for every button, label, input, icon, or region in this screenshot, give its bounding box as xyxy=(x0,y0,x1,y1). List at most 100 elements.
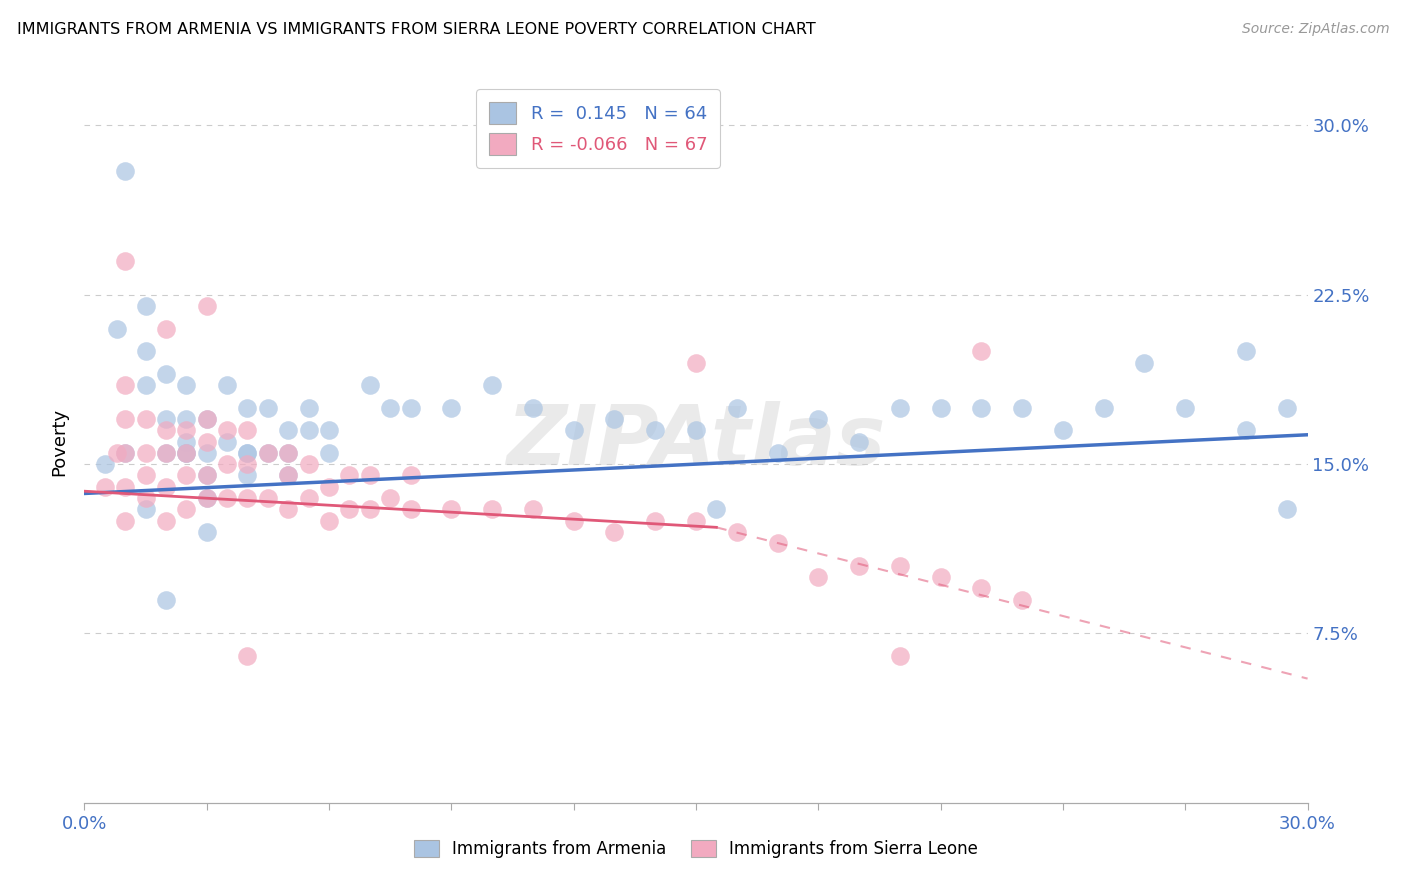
Point xyxy=(298,457,321,471)
Point xyxy=(195,468,218,483)
Point xyxy=(1236,423,1258,437)
Point xyxy=(685,423,707,437)
Point xyxy=(174,468,197,483)
Point xyxy=(562,514,585,528)
Point xyxy=(359,378,381,392)
Point xyxy=(114,378,136,392)
Point xyxy=(929,570,952,584)
Point xyxy=(706,502,728,516)
Point xyxy=(1052,423,1074,437)
Point xyxy=(440,502,463,516)
Point xyxy=(380,491,402,505)
Point xyxy=(929,401,952,415)
Point xyxy=(195,468,218,483)
Point xyxy=(440,401,463,415)
Legend: Immigrants from Armenia, Immigrants from Sierra Leone: Immigrants from Armenia, Immigrants from… xyxy=(405,832,987,867)
Point xyxy=(339,502,361,516)
Point xyxy=(236,468,259,483)
Point xyxy=(685,514,707,528)
Point xyxy=(725,401,748,415)
Point xyxy=(217,423,239,437)
Point xyxy=(1011,592,1033,607)
Point xyxy=(114,253,136,268)
Point xyxy=(135,502,157,516)
Point xyxy=(114,412,136,426)
Point xyxy=(298,491,321,505)
Point xyxy=(399,468,422,483)
Point xyxy=(174,446,197,460)
Point xyxy=(970,582,993,596)
Point xyxy=(644,514,666,528)
Text: ZIPAtlas: ZIPAtlas xyxy=(506,401,886,482)
Point xyxy=(195,412,218,426)
Point xyxy=(481,378,503,392)
Point xyxy=(114,514,136,528)
Point xyxy=(889,401,911,415)
Point xyxy=(135,468,157,483)
Point xyxy=(970,401,993,415)
Point xyxy=(174,412,197,426)
Point xyxy=(1133,355,1156,369)
Point xyxy=(155,592,177,607)
Text: IMMIGRANTS FROM ARMENIA VS IMMIGRANTS FROM SIERRA LEONE POVERTY CORRELATION CHAR: IMMIGRANTS FROM ARMENIA VS IMMIGRANTS FR… xyxy=(17,22,815,37)
Point xyxy=(195,524,218,539)
Point xyxy=(114,480,136,494)
Point xyxy=(970,344,993,359)
Point xyxy=(135,446,157,460)
Point xyxy=(277,423,299,437)
Point xyxy=(195,412,218,426)
Point xyxy=(236,648,259,663)
Point xyxy=(318,480,340,494)
Point xyxy=(399,401,422,415)
Point xyxy=(399,502,422,516)
Point xyxy=(114,446,136,460)
Point xyxy=(217,457,239,471)
Point xyxy=(725,524,748,539)
Point xyxy=(889,558,911,573)
Point xyxy=(93,457,115,471)
Point xyxy=(522,401,544,415)
Point xyxy=(135,491,157,505)
Point xyxy=(848,558,870,573)
Point xyxy=(257,491,280,505)
Point xyxy=(766,536,789,550)
Point xyxy=(195,491,218,505)
Point xyxy=(174,434,197,449)
Point xyxy=(236,457,259,471)
Point xyxy=(644,423,666,437)
Point xyxy=(105,446,128,460)
Point xyxy=(217,434,239,449)
Point xyxy=(155,321,177,335)
Point xyxy=(277,446,299,460)
Point xyxy=(603,524,626,539)
Y-axis label: Poverty: Poverty xyxy=(51,408,69,475)
Point xyxy=(1174,401,1197,415)
Point xyxy=(236,446,259,460)
Point xyxy=(155,446,177,460)
Point xyxy=(114,446,136,460)
Point xyxy=(135,299,157,313)
Point xyxy=(135,378,157,392)
Point xyxy=(155,412,177,426)
Point xyxy=(766,446,789,460)
Point xyxy=(359,468,381,483)
Point xyxy=(318,423,340,437)
Point xyxy=(848,434,870,449)
Point xyxy=(236,401,259,415)
Point xyxy=(114,163,136,178)
Point xyxy=(603,412,626,426)
Point xyxy=(380,401,402,415)
Point xyxy=(298,423,321,437)
Point xyxy=(1236,344,1258,359)
Point xyxy=(807,570,830,584)
Point xyxy=(339,468,361,483)
Point xyxy=(174,446,197,460)
Point xyxy=(236,446,259,460)
Point xyxy=(889,648,911,663)
Point xyxy=(105,321,128,335)
Point xyxy=(155,367,177,381)
Point xyxy=(155,446,177,460)
Point xyxy=(257,446,280,460)
Point xyxy=(277,468,299,483)
Point xyxy=(174,423,197,437)
